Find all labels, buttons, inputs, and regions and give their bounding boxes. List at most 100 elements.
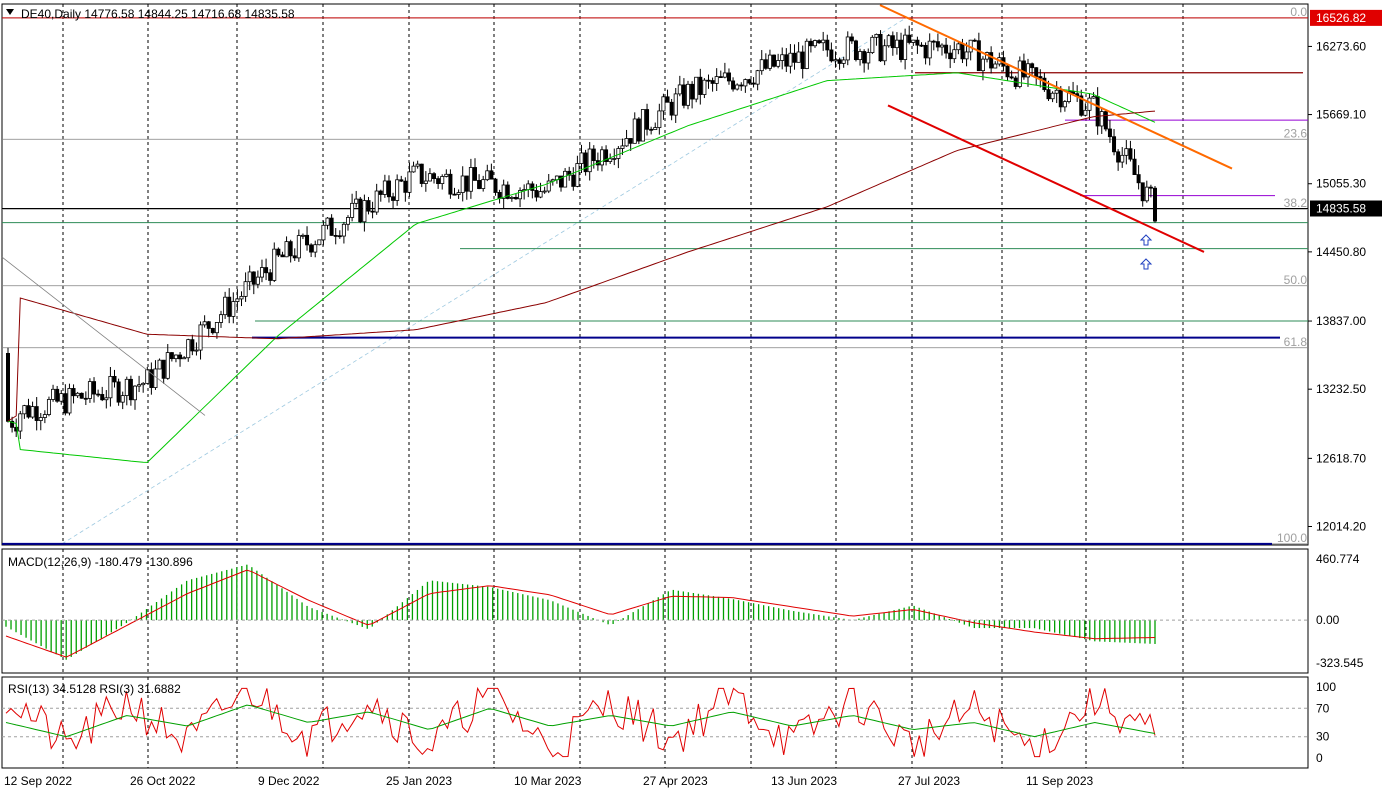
candle-body — [841, 59, 846, 64]
candle-body — [403, 180, 408, 193]
candle-body — [665, 96, 670, 103]
horizontal-levels[interactable] — [2, 17, 1308, 545]
candle-body — [952, 49, 957, 60]
candle-body — [391, 196, 396, 201]
candle-body — [247, 271, 252, 283]
candle-body — [366, 200, 371, 212]
macd-tick-label: 460.774 — [1316, 552, 1360, 566]
axes: 16273.60 15669.10 15055.30 14450.80 13837.00… — [4, 9, 1382, 788]
candle-body — [989, 52, 994, 69]
candle-body — [493, 178, 498, 193]
candle-body — [489, 170, 494, 180]
candle-body — [526, 183, 531, 191]
candle-body — [681, 84, 686, 106]
candle-body — [608, 158, 613, 162]
candle-body — [845, 36, 850, 61]
candle-body — [796, 51, 801, 63]
fibonacci-retracement[interactable]: 0.0 23.6 38.2 50.0 61.8 100.0 — [2, 5, 1308, 545]
date-tick-label: 9 Dec 2022 — [258, 774, 320, 788]
up-arrow-icon[interactable] — [1139, 258, 1153, 270]
candle-body — [407, 171, 412, 193]
candle-body — [772, 54, 777, 67]
candle-body — [370, 210, 375, 213]
rsi-tick-label: 70 — [1316, 701, 1330, 715]
candle-body — [1046, 89, 1051, 100]
candle-body — [214, 322, 219, 334]
candle-body — [866, 52, 871, 64]
candle-body — [161, 359, 166, 379]
candle-body — [169, 352, 174, 360]
candle-body — [38, 417, 43, 421]
candle-body — [542, 190, 547, 193]
candle-body — [980, 58, 985, 72]
candle-body — [472, 167, 477, 181]
candle-body — [1050, 92, 1055, 100]
candle-body — [559, 175, 564, 188]
price-channel[interactable] — [879, 4, 1233, 270]
candle-body — [1066, 91, 1071, 102]
candle-body — [948, 52, 953, 60]
candle-body — [96, 393, 101, 396]
candle-body — [800, 51, 805, 69]
candle-body — [145, 369, 150, 384]
candle-body — [358, 198, 363, 223]
candle-body — [280, 254, 285, 258]
candle-body — [268, 272, 273, 281]
candle-body — [677, 84, 682, 95]
candle-body — [231, 301, 236, 317]
candle-body — [34, 406, 39, 421]
candle-body — [915, 39, 920, 46]
candle-body — [1091, 96, 1096, 99]
candle-body — [763, 59, 768, 69]
candle-body — [657, 110, 662, 128]
candle-body — [120, 395, 125, 403]
candle-body — [870, 36, 875, 53]
candle-body — [837, 59, 842, 64]
candle-body — [42, 414, 47, 418]
candle-body — [1153, 187, 1158, 222]
candle-body — [59, 393, 64, 402]
candle-body — [10, 420, 15, 428]
candle-body — [251, 271, 256, 285]
candle-body — [194, 349, 199, 352]
candle-body — [239, 295, 244, 300]
candle-body — [55, 388, 60, 402]
candle-body — [1079, 95, 1084, 116]
candle-body — [833, 59, 838, 62]
ma_slow-line — [7, 110, 1156, 422]
candle-body — [669, 101, 674, 116]
candle-body — [1112, 136, 1117, 153]
candle-body — [616, 148, 621, 159]
candle-body — [460, 175, 465, 193]
candle-body — [382, 180, 387, 195]
candle-body — [534, 190, 539, 198]
candle-body — [1062, 101, 1067, 108]
candle-body — [386, 180, 391, 198]
candle-body — [1095, 96, 1100, 127]
date-tick-label: 13 Jun 2023 — [771, 774, 837, 788]
candle-body — [1107, 128, 1112, 138]
candle-body — [63, 393, 68, 414]
candle-body — [710, 80, 715, 84]
up-arrow-icon[interactable] — [1139, 234, 1153, 246]
candle-body — [419, 163, 424, 184]
candle-body — [292, 255, 297, 259]
candle-body — [501, 184, 506, 199]
symbol-menu-arrow-icon[interactable] — [6, 9, 14, 15]
candle-body — [571, 174, 576, 187]
date-tick-label: 11 Sep 2023 — [1026, 774, 1093, 788]
candle-body — [1038, 76, 1043, 79]
candle-body — [735, 84, 740, 90]
candle-body — [874, 33, 879, 38]
candle-body — [235, 298, 240, 302]
candle-body — [137, 384, 142, 387]
candle-body — [636, 118, 641, 142]
candle-body — [944, 44, 949, 54]
fib-level-label: 50.0 — [1284, 273, 1308, 287]
candle-body — [706, 79, 711, 82]
candle-body — [1042, 77, 1047, 91]
candle-body — [1116, 151, 1121, 163]
symbol-info: DE40,Daily 14776.58 14844.25 14716.68 14… — [21, 7, 295, 21]
